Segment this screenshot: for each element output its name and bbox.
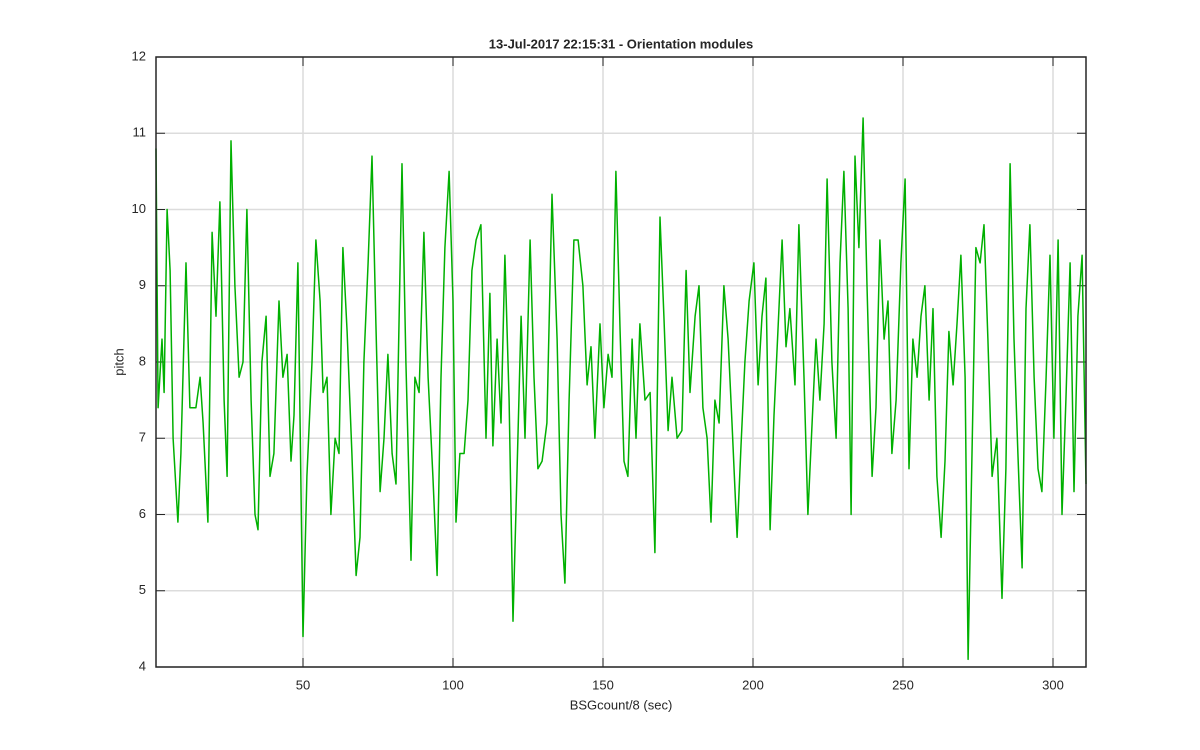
chart-title: 13-Jul-2017 22:15:31 - Orientation modul… [489, 36, 753, 51]
y-tick-label: 8 [139, 353, 146, 368]
y-tick-label: 12 [132, 48, 146, 63]
x-tick-label: 200 [742, 677, 764, 692]
y-tick-label: 9 [139, 277, 146, 292]
y-tick-label: 6 [139, 506, 146, 521]
y-tick-label: 10 [132, 201, 146, 216]
x-tick-label: 150 [592, 677, 614, 692]
data-line [155, 117, 1087, 661]
y-tick-label: 4 [139, 658, 146, 673]
plot-frame [155, 56, 1087, 668]
x-axis-label: BSGcount/8 (sec) [570, 697, 673, 712]
y-tick-label: 11 [133, 125, 147, 140]
x-tick-label: 250 [892, 677, 914, 692]
y-axis-label: pitch [111, 348, 126, 375]
x-tick-label: 50 [296, 677, 310, 692]
x-tick-label: 100 [442, 677, 464, 692]
x-tick-label: 300 [1042, 677, 1064, 692]
y-tick-label: 7 [139, 430, 146, 445]
y-tick-label: 5 [139, 582, 146, 597]
